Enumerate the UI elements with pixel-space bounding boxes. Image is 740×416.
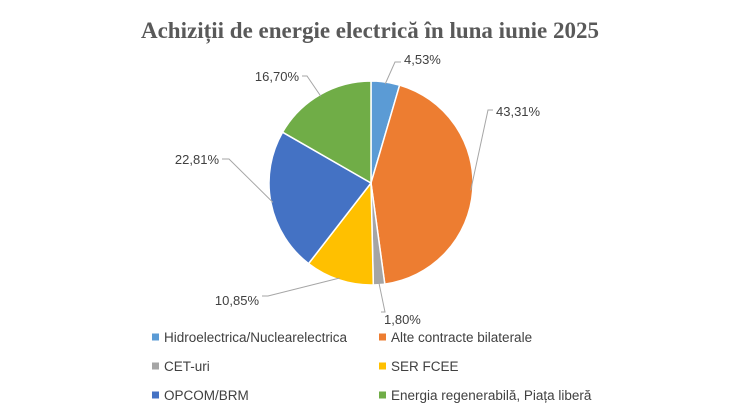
legend-label-opcom-brm: OPCOM/BRM xyxy=(164,388,249,403)
pie-slice-alte-contracte-bilaterale xyxy=(370,84,474,285)
legend-label-cet-uri: CET-uri xyxy=(164,359,210,374)
legend-label-ser-fcee: SER FCEE xyxy=(391,359,459,374)
pie-slice-ser-fcee xyxy=(307,180,375,286)
data-label-alte-contracte-bilaterale: 43,31% xyxy=(496,104,541,119)
data-label-opcom-brm: 22,81% xyxy=(175,152,220,167)
data-label-ser-fcee: 10,85% xyxy=(215,293,260,308)
data-label-energia-regenerabila-piata-libera: 16,70% xyxy=(255,69,300,84)
leader-line-energia-regenerabila-piata-libera xyxy=(302,75,322,97)
leader-line-hidroelectrica-nuclearelectrica xyxy=(384,61,401,85)
data-label-hidroelectrica-nuclearelectrica: 4,53% xyxy=(404,52,441,67)
legend-swatch-hidroelectrica-nuclearelectrica xyxy=(152,333,159,341)
data-label-cet-uri: 1,80% xyxy=(384,312,421,327)
legend-swatch-energia-regenerabila-piata-libera xyxy=(379,391,386,399)
legend-item-energia-regenerabila-piata-libera: Energia regenerabilă, Piața liberă xyxy=(379,388,592,403)
legend-item-ser-fcee: SER FCEE xyxy=(379,359,459,374)
legend-label-hidroelectrica-nuclearelectrica: Hidroelectrica/Nuclearelectrica xyxy=(164,330,348,345)
leader-line-opcom-brm xyxy=(222,158,274,203)
leader-lines xyxy=(222,61,493,313)
data-labels: 4,53% 43,31% 1,80% 10,85% 22,81% 16,70% xyxy=(175,52,541,327)
pie-slices xyxy=(268,80,474,286)
chart-legend: Hidroelectrica/Nuclearelectrica Alte cont… xyxy=(152,330,592,403)
legend-swatch-alte-contracte-bilaterale xyxy=(379,333,386,341)
legend-swatch-ser-fcee xyxy=(379,362,386,370)
legend-item-cet-uri: CET-uri xyxy=(152,359,210,374)
chart-title: Achiziții de energie electrică în luna i… xyxy=(141,18,599,44)
legend-item-hidroelectrica-nuclearelectrica: Hidroelectrica/Nuclearelectrica xyxy=(152,330,348,345)
pie-slice-opcom-brm xyxy=(268,131,373,265)
legend-swatch-cet-uri xyxy=(152,362,159,370)
legend-label-energia-regenerabila-piata-libera: Energia regenerabilă, Piața liberă xyxy=(391,388,592,403)
leader-line-alte-contracte-bilaterale xyxy=(470,109,493,191)
legend-item-opcom-brm: OPCOM/BRM xyxy=(152,388,249,403)
legend-label-alte-contracte-bilaterale: Alte contracte bilaterale xyxy=(391,330,532,345)
leader-line-ser-fcee xyxy=(262,277,340,297)
legend-swatch-opcom-brm xyxy=(152,391,159,399)
leader-line-cet-uri xyxy=(378,282,386,313)
legend-item-alte-contracte-bilaterale: Alte contracte bilaterale xyxy=(379,330,532,345)
